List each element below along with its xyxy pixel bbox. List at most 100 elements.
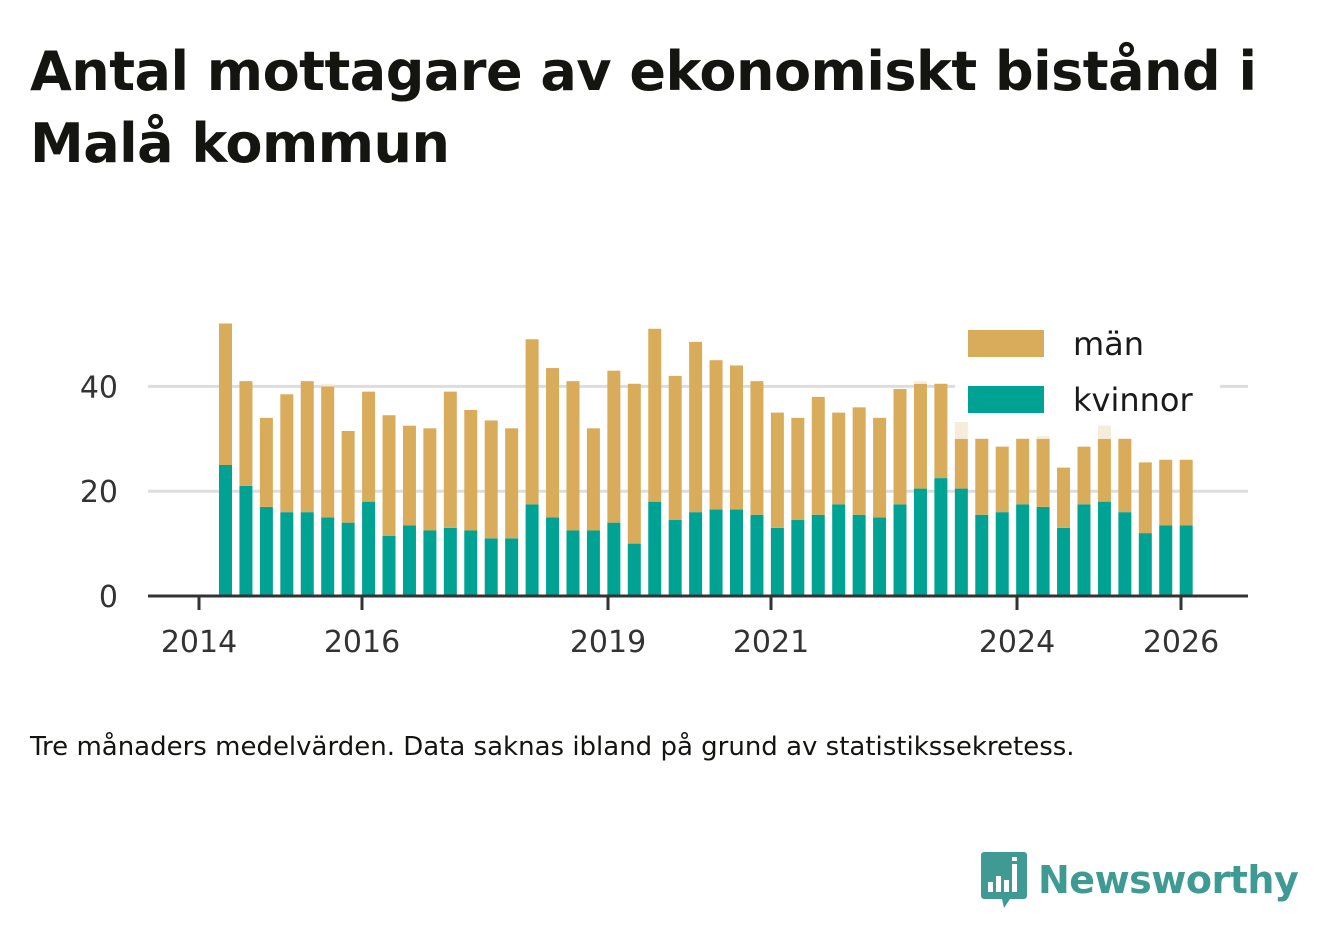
- bar-kvinnor: [402, 525, 416, 596]
- bar-kvinnor: [791, 520, 805, 596]
- bar-kvinnor: [525, 504, 539, 596]
- bar-man: [648, 328, 662, 502]
- bar-missing: [1036, 436, 1050, 439]
- bar-kvinnor: [668, 520, 682, 596]
- bar-man: [811, 396, 825, 515]
- bar-kvinnor: [689, 512, 703, 596]
- y-axis-ticks: 0 20 40: [80, 370, 118, 615]
- newsworthy-logo: Newsworthy: [980, 850, 1299, 910]
- y-tick-label: 40: [80, 370, 118, 405]
- bar-kvinnor: [709, 509, 723, 596]
- bar-kvinnor: [832, 504, 846, 596]
- bar-kvinnor: [750, 514, 764, 596]
- bar-kvinnor: [873, 517, 887, 596]
- bar-man: [954, 438, 968, 489]
- x-tick-label: 2024: [979, 625, 1055, 660]
- brand-name: Newsworthy: [1038, 858, 1299, 902]
- bar-man: [382, 415, 396, 536]
- bar-kvinnor: [1016, 504, 1030, 596]
- bar-man: [300, 381, 314, 513]
- x-tick-label: 2014: [161, 625, 237, 660]
- legend-swatch: [968, 330, 1044, 357]
- bar-man: [1179, 459, 1193, 526]
- bar-missing: [1097, 425, 1111, 439]
- bar-man: [832, 412, 846, 505]
- bar-man: [1118, 438, 1132, 513]
- bar-kvinnor: [852, 514, 866, 596]
- bar-man: [219, 323, 232, 465]
- bar-man: [423, 428, 437, 531]
- y-tick-label: 0: [99, 580, 118, 615]
- bar-kvinnor: [1057, 527, 1071, 596]
- bar-kvinnor: [566, 530, 580, 596]
- bar-man: [1097, 438, 1111, 502]
- bar-man: [586, 428, 600, 531]
- bar-man: [341, 430, 355, 523]
- x-tick-label: 2016: [324, 625, 400, 660]
- bars: [219, 323, 1193, 596]
- bar-man: [689, 341, 703, 513]
- bar-man: [607, 370, 621, 523]
- bar-man: [934, 383, 948, 479]
- bar-kvinnor: [954, 488, 968, 596]
- bar-kvinnor: [484, 538, 498, 596]
- bar-kvinnor: [1159, 525, 1173, 596]
- bar-man: [566, 381, 580, 531]
- bar-man: [402, 425, 416, 526]
- bar-kvinnor: [1138, 533, 1152, 596]
- bar-kvinnor: [893, 504, 907, 596]
- bar-man: [280, 394, 294, 513]
- bar-kvinnor: [443, 527, 457, 596]
- legend-label: kvinnor: [1073, 381, 1194, 419]
- bar-man: [627, 383, 641, 544]
- chart-svg: 2014 2016 2019 2021 2024 2026 0 20 40 män kvinno…: [80, 322, 1248, 660]
- bar-kvinnor: [811, 514, 825, 596]
- bar-kvinnor: [464, 530, 478, 596]
- bar-man: [873, 417, 887, 518]
- bar-man: [1016, 438, 1030, 505]
- bar-man: [893, 389, 907, 505]
- bar-man: [1036, 438, 1050, 507]
- legend-swatch: [968, 386, 1044, 413]
- bar-kvinnor: [1077, 504, 1091, 596]
- chart-title: Antal mottagare av ekonomiskt bistånd i …: [30, 40, 1257, 175]
- bar-man: [791, 417, 805, 521]
- bar-man: [1159, 459, 1173, 526]
- bar-kvinnor: [280, 512, 294, 596]
- bar-man: [525, 339, 539, 505]
- x-tick-label: 2026: [1143, 625, 1219, 660]
- bar-kvinnor: [1097, 501, 1111, 596]
- bar-kvinnor: [300, 512, 314, 596]
- bar-man: [770, 412, 784, 528]
- bar-man: [546, 368, 560, 518]
- bar-kvinnor: [423, 530, 437, 596]
- bar-missing: [913, 381, 927, 384]
- bar-kvinnor: [770, 527, 784, 596]
- bar-man: [362, 391, 376, 502]
- bar-kvinnor: [934, 478, 948, 596]
- x-tick-label: 2021: [733, 625, 809, 660]
- bar-kvinnor: [382, 535, 396, 596]
- bar-man: [464, 409, 478, 531]
- bar-kvinnor: [546, 517, 560, 596]
- bar-kvinnor: [627, 543, 641, 596]
- bar-man: [1057, 467, 1071, 528]
- bar-man: [852, 407, 866, 515]
- bar-man: [239, 381, 253, 486]
- x-axis: 2014 2016 2019 2021 2024 2026: [148, 594, 1248, 660]
- bar-man: [975, 438, 989, 515]
- bar-man: [750, 381, 764, 515]
- bar-man: [505, 428, 519, 539]
- bar-kvinnor: [259, 506, 273, 596]
- bar-kvinnor: [219, 465, 232, 596]
- bar-kvinnor: [321, 517, 335, 596]
- legend: män kvinnor: [955, 322, 1220, 422]
- bar-man: [995, 446, 1009, 513]
- bar-kvinnor: [995, 512, 1009, 596]
- legend-label: män: [1073, 325, 1144, 363]
- chart-caption: Tre månaders medelvärden. Data saknas ib…: [30, 732, 1075, 762]
- bar-kvinnor: [341, 522, 355, 596]
- bar-kvinnor: [975, 514, 989, 596]
- y-tick-label: 20: [80, 475, 118, 510]
- bar-kvinnor: [607, 522, 621, 596]
